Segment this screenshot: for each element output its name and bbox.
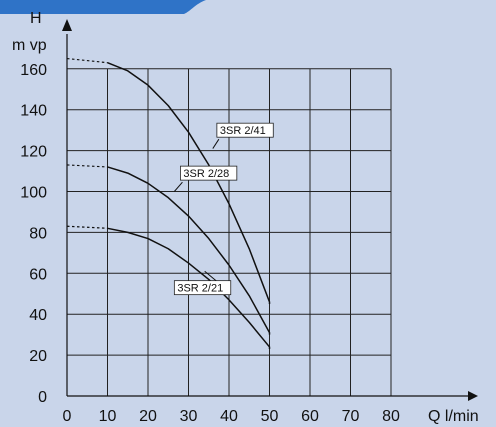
- series-3sr-2-21-label-box: [173, 280, 232, 296]
- header-accent-tab: [0, 0, 206, 14]
- grid-layer: [67, 68, 392, 396]
- series-3sr-2-41-label-text: 3SR 2/41: [220, 125, 266, 137]
- series-labels-layer: 3SR 2/41 3SR 2/28 3SR 2/21: [173, 122, 274, 296]
- x-tick-label-60: 60: [301, 408, 319, 425]
- series-3sr-2-41-leader-line: [212, 138, 220, 149]
- x-axis-arrow-icon: [468, 391, 478, 401]
- y-axis-title-line-1: H: [30, 10, 42, 27]
- series-3sr-2-21-label-text: 3SR 2/21: [177, 283, 223, 295]
- series-3sr-2-28-label-box: [180, 165, 238, 181]
- x-tick-label-80: 80: [382, 408, 400, 425]
- x-tick-label-30: 30: [180, 408, 198, 425]
- x-tick-label-50: 50: [261, 408, 279, 425]
- y-tick-label-40: 40: [29, 307, 47, 324]
- y-tick-label-160: 160: [20, 62, 47, 79]
- x-axis-title: Q l/min: [428, 408, 479, 425]
- series-3sr-2-28-label-text: 3SR 2/28: [183, 168, 229, 180]
- axis-layer: [62, 19, 478, 401]
- series-layer: [66, 57, 271, 349]
- y-tick-label-0: 0: [38, 389, 47, 406]
- x-tick-label-70: 70: [342, 408, 360, 425]
- series-3sr-2-28-dashed-segment: [66, 164, 108, 168]
- series-3sr-2-21-dashed-segment: [66, 225, 108, 229]
- x-tick-label-0: 0: [63, 408, 72, 425]
- y-tick-label-60: 60: [29, 266, 47, 283]
- series-3sr-2-28-line: [107, 166, 271, 335]
- series-3sr-2-21-line: [107, 227, 271, 349]
- y-tick-label-100: 100: [20, 185, 47, 202]
- axis-text-layer: 0 10 20 30 40 50 60 70 80 0 20 40 60 80 100 120 140 160 Hm…: [12, 10, 479, 425]
- y-axis-arrow-icon: [62, 19, 72, 31]
- y-tick-label-120: 120: [20, 144, 47, 161]
- x-tick-label-40: 40: [220, 408, 238, 425]
- x-tick-label-20: 20: [139, 408, 157, 425]
- y-axis-title-line-2: m vp: [12, 37, 47, 54]
- series-3sr-2-41-label-box: [216, 122, 274, 138]
- y-tick-label-140: 140: [20, 103, 47, 120]
- y-tick-label-80: 80: [29, 225, 47, 242]
- y-tick-label-20: 20: [29, 348, 47, 365]
- x-tick-label-10: 10: [99, 408, 117, 425]
- series-3sr-2-28-leader-line: [173, 181, 183, 192]
- series-3sr-2-41-line: [107, 61, 271, 304]
- series-3sr-2-41-dashed-segment: [66, 57, 108, 64]
